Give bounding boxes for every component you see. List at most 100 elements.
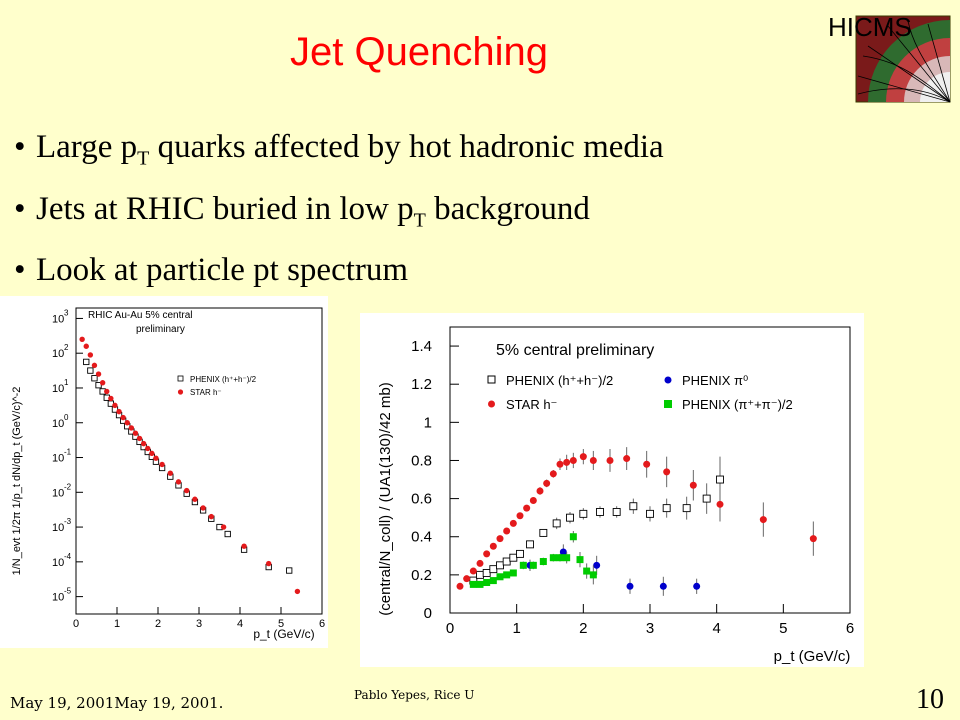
y-tick-label: 1 [424,414,432,431]
bullet-item: • Jets at RHIC buried in low pT backgroun… [14,190,590,232]
y-tick-label: 10 [52,557,64,569]
y-tick-exponent: -5 [64,587,72,596]
data-point [489,577,497,585]
data-point [83,343,89,349]
legend-label: STAR h⁻ [506,397,557,412]
data-point [132,430,139,436]
x-tick-label: 6 [319,618,325,630]
x-tick-label: 4 [712,620,720,637]
data-point [99,380,106,386]
data-point [224,530,231,538]
legend-label: PHENIX (h⁺+h⁻)/2 [190,375,257,384]
y-tick-label: 10 [52,453,64,465]
data-point [503,527,511,535]
data-point [579,509,588,518]
data-point [563,458,571,466]
y-tick-label: 0.4 [411,529,432,546]
data-point [646,509,654,518]
y-tick-label: 10 [52,522,64,534]
data-point [536,487,544,495]
data-point [79,336,85,342]
data-point [559,548,567,556]
data-point [124,420,130,426]
data-point [549,470,557,478]
data-point [623,455,631,463]
y-tick-label: 10 [52,313,64,325]
data-point [503,571,511,579]
data-point [496,561,504,570]
x-tick-label: 6 [846,620,854,637]
data-point [87,352,94,358]
x-tick-label: 0 [446,620,454,637]
y-axis-label: 1/N_evt 1/2π 1/p_t dN/dp_t (GeV/c)^-2 [11,387,23,576]
legend-label: PHENIX π⁰ [682,373,748,388]
data-point [128,425,135,431]
x-tick-label: 0 [73,618,79,630]
data-point [104,388,110,395]
legend-label: STAR h⁻ [190,388,222,397]
legend-marker [177,375,184,382]
plot-frame [75,307,323,615]
slide-title: Jet Quenching [290,30,548,74]
x-tick-label: 1 [114,618,120,630]
footer-date: May 19, 2001May 19, 2001. [10,694,224,712]
data-point [167,470,173,476]
data-point [476,570,484,579]
data-point [95,382,102,389]
data-point [682,504,691,513]
chart-legend: PHENIX (h⁺+h⁻)/2 STAR h⁻ PHENIX π⁰ PHENI… [487,373,793,412]
data-point [286,567,293,574]
y-axis-label: (central/N_coll) / (UA1(130)/42 mb) [377,382,394,615]
chart-title: 5% central preliminary [496,342,654,359]
slide-number: 10 [916,684,944,715]
data-point [716,500,724,508]
data-point [556,460,564,468]
hicms-logo: HICMS [828,12,951,103]
data-point [153,455,159,461]
data-point [663,468,671,476]
y-tick-label: 0.6 [411,491,432,508]
data-point [208,513,214,520]
ratio-chart: 0 1 2 3 4 5 6 0 0.2 0.4 0.6 0.8 1 1.2 1.4 5% central p… [360,313,864,667]
data-point [509,519,517,527]
data-point [596,507,604,516]
data-point [689,481,697,489]
data-point [612,507,621,516]
legend-marker [488,400,495,408]
logo-text: HICMS [828,12,912,42]
data-point [563,554,571,562]
data-point [593,561,601,569]
data-point [482,569,491,577]
x-tick-label: 2 [579,620,587,637]
data-point [589,571,597,579]
data-point [552,519,561,528]
data-point [294,588,301,595]
data-point [469,567,477,575]
x-tick-label: 3 [646,620,654,637]
data-point [502,557,511,566]
data-point [519,561,527,569]
data-point [693,582,701,590]
y-tick-label: 10 [52,383,64,395]
y-tick-label: 0.8 [411,452,432,469]
data-point [175,479,182,485]
legend-marker [177,389,184,395]
data-point [523,504,531,512]
data-point [589,456,597,464]
y-tick-exponent: -4 [64,552,72,561]
data-point [529,497,537,505]
data-point [809,535,817,543]
bullet-item: • Large pT quarks affected by hot hadroni… [14,129,664,170]
data-point [583,567,591,575]
data-point [509,553,518,562]
data-point [136,435,143,442]
data-point [463,575,471,583]
data-point [543,479,551,487]
data-point [759,516,767,524]
data-point [569,533,577,541]
x-tick-label: 1 [512,620,520,637]
y-tick-label: 0 [424,605,432,622]
data-point [140,440,147,447]
data-point [200,505,206,511]
y-tick-label: 10 [52,348,64,360]
